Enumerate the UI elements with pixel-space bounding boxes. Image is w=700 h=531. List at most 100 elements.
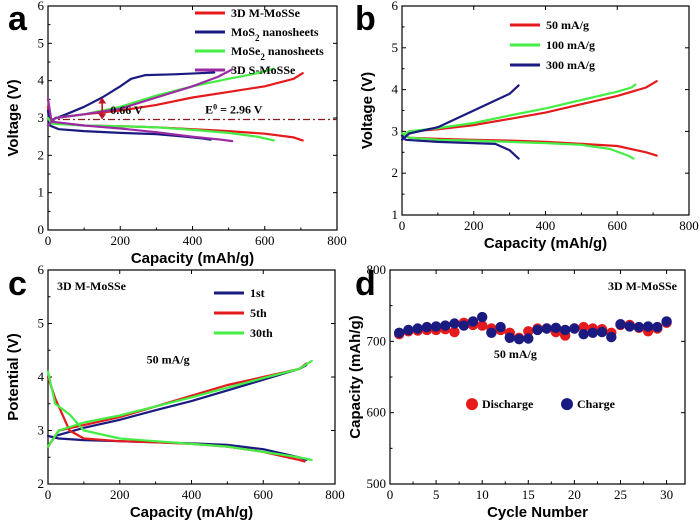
x-tick-label: 15 [522,487,535,502]
x-tick-label: 0 [45,487,52,502]
axes-frame [47,269,336,485]
x-tick-label: 200 [464,218,484,233]
legend-label-1: 3D M-MoSSe [231,6,301,20]
y-tick-label: 3 [38,110,45,125]
x-tick-label: 800 [679,218,699,233]
x-axis-label: Capacity (mAh/g) [484,235,607,252]
x-tick-label: 400 [536,218,556,233]
series-line-3-discharge [46,116,275,142]
legend-label-3: MoSe2 nanosheets [231,44,324,62]
gap-arrow-head-up [98,97,107,104]
x-axis-label: Capacity (mAh/g) [130,504,253,521]
x-tick-label: 10 [476,487,489,502]
point-charge [458,320,469,331]
axes-frame [389,269,686,485]
x-axis-label: Capacity (mAh/g) [131,250,254,267]
series-line-3-discharge [400,134,520,160]
x-axis-label: Cycle Number [487,504,588,521]
point-discharge [477,320,488,331]
y-tick-label: 6 [392,0,399,13]
point-charge [412,323,423,334]
e0-label: E0 = 2.96 V [205,102,263,117]
y-tick-label: 600 [367,405,387,420]
x-tick-label: 400 [183,233,203,248]
point-charge [394,327,405,338]
axes-frame [47,5,338,231]
legend-marker-charge [561,398,573,411]
point-charge [504,332,515,343]
panel-label-d: d [355,265,376,303]
x-tick-label: 200 [111,233,131,248]
point-charge [615,319,626,330]
gap-label: 0.66 V [110,103,143,117]
series-line-4-discharge [46,98,234,143]
x-tick-label: 0 [399,218,406,233]
legend-label-1: 1st [250,286,265,300]
point-charge [467,316,479,327]
point-charge [430,321,442,332]
point-charge [652,321,663,333]
point-charge [513,334,525,345]
point-charge [495,321,506,333]
point-charge [523,333,534,344]
panel-label-b: b [355,0,376,38]
y-axis-label: Potential (V) [5,333,22,421]
y-tick-label: 0 [38,222,45,237]
point-charge [486,327,497,338]
point-discharge [449,326,460,338]
legend-label-discharge: Discharge [482,397,534,411]
legend-label-charge: Charge [577,397,616,411]
panel-c: c 0 200 400 600 800 2 3 4 5 6 Capacity (mAh/g) Poten… [5,262,345,521]
y-axis-label: Voltage (V) [359,72,376,149]
y-tick-label: 5 [38,316,45,331]
legend-label-3: 30th [250,326,273,340]
y-tick-label: 6 [38,262,45,277]
y-tick-label: 800 [367,262,387,277]
point-charge [403,324,414,336]
panel-d-rate-label: 50 mA/g [494,347,537,361]
point-charge [550,322,562,333]
panel-d: d 0 5 10 15 20 25 30 500 600 700 800 Cycle Number Cap… [347,262,686,521]
point-charge [541,323,552,334]
x-tick-label: 600 [254,487,274,502]
series-line-4-charge [46,68,234,127]
y-tick-label: 2 [392,165,399,180]
y-tick-label: 4 [38,73,45,88]
panel-label-c: c [8,265,27,303]
y-tick-label: 2 [38,147,45,162]
x-tick-label: 0 [45,233,52,248]
point-charge [661,316,672,327]
legend-label-4: 3D S-MoSSe [231,63,296,77]
point-charge [440,320,451,331]
x-tick-label: 600 [608,218,628,233]
panel-b: b 0 200 400 600 800 1 2 3 4 5 6 Capacity (mAh/g) Volt… [355,0,699,252]
legend-label-2: 100 mA/g [546,38,595,52]
y-tick-label: 6 [38,0,45,13]
x-tick-label: 25 [614,487,627,502]
series-line-3-charge [46,359,313,448]
panel-c-rate-label: 50 mA/g [147,353,190,367]
series-line-2-discharge [400,132,635,160]
panel-c-subtitle: 3D M-MoSSe [57,279,127,293]
series-line-3-discharge [46,370,313,461]
y-tick-label: 500 [367,476,387,491]
panel-label-a: a [8,0,28,38]
x-tick-label: 400 [182,487,202,502]
gap-arrow-head-down [98,113,107,120]
x-tick-label: 200 [110,487,130,502]
y-tick-label: 5 [38,35,45,50]
legend-label-2: 5th [250,306,267,320]
legend-marker-discharge [466,398,478,411]
point-charge [477,311,488,323]
y-axis-label: Voltage (V) [5,79,22,156]
panel-d-subtitle: 3D M-MoSSe [608,279,678,293]
panel-a: a 0 200 400 600 800 0 1 2 3 4 5 6 Capacity (mAh/g) Vol… [5,0,347,267]
point-charge [596,326,608,338]
y-tick-label: 4 [392,82,399,97]
legend-label-3: 300 mA/g [546,58,595,72]
point-charge [449,318,460,329]
point-charge [642,321,654,332]
point-charge [633,321,645,333]
